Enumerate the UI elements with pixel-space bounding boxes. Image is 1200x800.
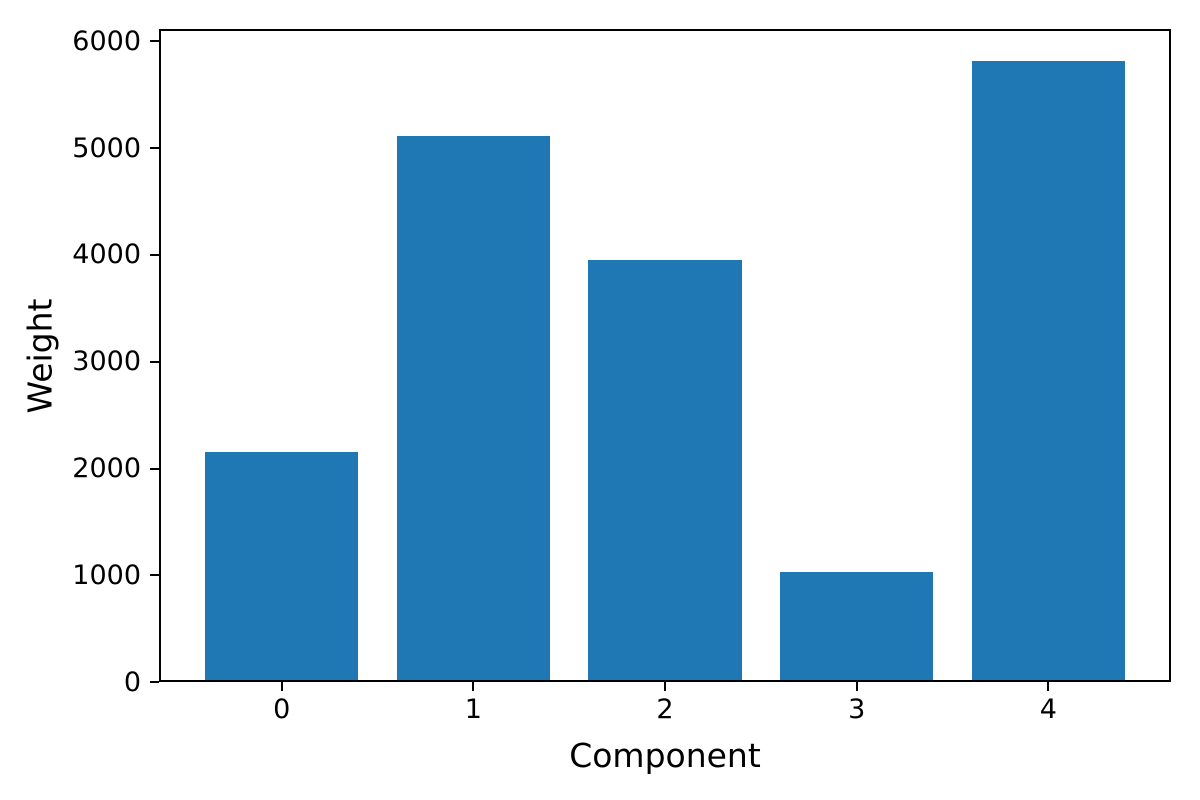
y-tick-label: 1000: [72, 559, 141, 591]
bar-component-3: [780, 572, 934, 682]
y-tick-mark: [150, 40, 159, 43]
bar-component-2: [588, 260, 742, 682]
y-tick-label: 0: [123, 666, 141, 698]
x-tick-mark: [280, 682, 283, 691]
y-tick-label: 2000: [72, 453, 141, 484]
y-tick-label: 6000: [72, 25, 141, 57]
y-tick-mark: [150, 681, 159, 683]
x-tick-mark: [472, 682, 475, 691]
y-tick-label: 3000: [72, 346, 141, 378]
x-tick-label: 3: [848, 694, 866, 725]
bar-component-4: [971, 60, 1125, 682]
y-tick-mark: [150, 253, 159, 256]
x-tick-label: 0: [273, 694, 291, 725]
y-axis-label: Weight: [20, 298, 60, 413]
x-tick-label: 4: [1039, 694, 1057, 725]
x-tick-label: 2: [656, 694, 674, 725]
x-tick-mark: [1047, 682, 1050, 691]
y-tick-mark: [150, 360, 159, 363]
y-tick-label: 4000: [72, 239, 141, 271]
x-tick-label: 1: [464, 694, 482, 725]
bar-component-1: [396, 136, 550, 682]
x-tick-mark: [664, 682, 666, 691]
y-tick-label: 5000: [72, 132, 141, 164]
bar-component-0: [205, 452, 359, 682]
x-tick-mark: [855, 682, 858, 691]
y-tick-mark: [150, 574, 159, 577]
y-tick-mark: [150, 147, 159, 150]
y-tick-mark: [150, 467, 159, 470]
x-axis-label: Component: [569, 736, 761, 775]
